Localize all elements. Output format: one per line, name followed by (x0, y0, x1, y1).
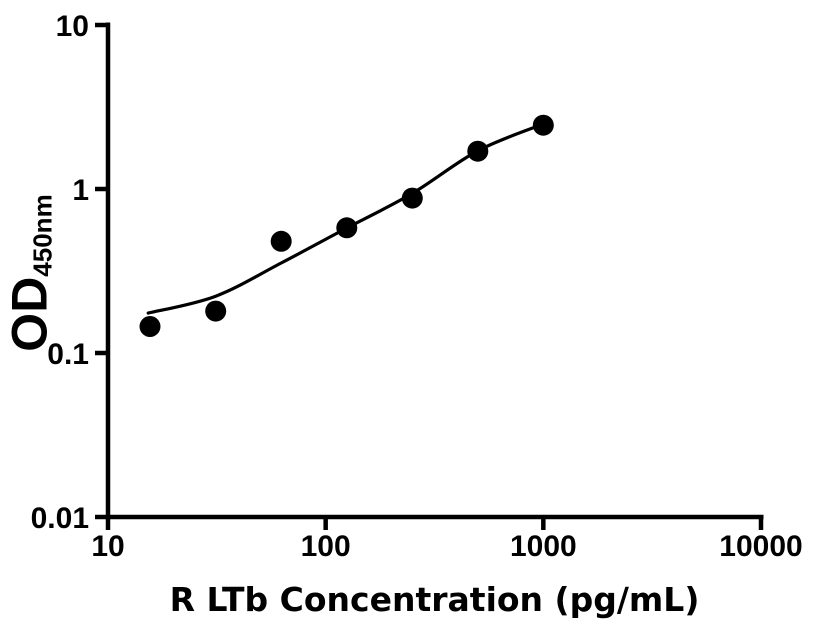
x-tick-label: 10 (91, 530, 124, 563)
data-point (401, 187, 423, 209)
data-point (532, 114, 554, 136)
y-axis-title: OD450nm (1, 194, 58, 352)
y-axis-title-main: OD (1, 276, 58, 352)
data-point (205, 300, 227, 322)
data-point (467, 140, 489, 162)
data-point (270, 230, 292, 252)
y-tick-label: 1 (72, 174, 89, 207)
x-axis-title: R LTb Concentration (pg/mL) (169, 580, 700, 619)
y-tick-label: 0.1 (47, 338, 89, 371)
x-tick-label: 100 (301, 530, 351, 563)
y-axis-title-subscript: 450nm (27, 194, 58, 277)
x-tick-label: 1000 (510, 530, 577, 563)
data-point (336, 217, 358, 239)
y-tick-label: 10 (56, 10, 89, 43)
y-tick-label: 0.01 (31, 502, 89, 535)
data-point (139, 316, 161, 337)
x-tick-label: 10000 (719, 530, 802, 563)
